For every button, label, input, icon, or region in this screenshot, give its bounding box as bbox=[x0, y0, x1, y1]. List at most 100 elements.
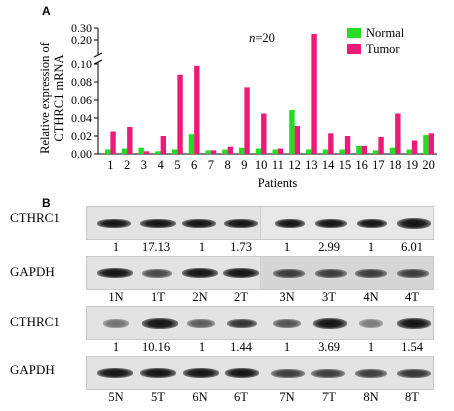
x-tick-label: 19 bbox=[406, 158, 419, 172]
ratio-value: 1.54 bbox=[401, 340, 423, 354]
y-axis-title: Relative expression of bbox=[38, 41, 52, 154]
lane-label: 4N bbox=[363, 290, 379, 304]
bar-tumor bbox=[177, 74, 183, 154]
y-tick-label: 0.30 bbox=[71, 21, 92, 35]
x-tick-label: 11 bbox=[272, 158, 284, 172]
x-tick-label: 5 bbox=[174, 158, 180, 172]
bar-tumor bbox=[143, 151, 150, 154]
lane-label: 8N bbox=[363, 390, 379, 404]
bar-normal bbox=[372, 150, 379, 154]
x-tick-label: 20 bbox=[422, 158, 435, 172]
lane-label: 6T bbox=[234, 390, 248, 404]
bar-normal bbox=[356, 145, 362, 154]
blot2-control-image bbox=[86, 356, 434, 390]
y-tick-label: 0.20 bbox=[71, 33, 92, 47]
bar-normal bbox=[188, 134, 195, 154]
lane-label: 7N bbox=[279, 390, 295, 404]
x-tick-label: 7 bbox=[208, 158, 214, 172]
bar-normal bbox=[222, 149, 228, 154]
y-tick-label: 0.06 bbox=[71, 93, 92, 107]
bar-tumor bbox=[361, 145, 368, 154]
bar-normal bbox=[322, 149, 329, 154]
ratio-value: 1 bbox=[112, 340, 120, 354]
x-tick-label: 4 bbox=[158, 158, 165, 172]
blot1-ratio-row: 1 17.13 1 1.73 1 2.99 1 6.01 bbox=[0, 240, 454, 256]
x-tick-label: 13 bbox=[305, 158, 318, 172]
bar-tumor bbox=[344, 136, 351, 154]
lane-label: 2T bbox=[234, 290, 248, 304]
x-tick-label: 12 bbox=[288, 158, 301, 172]
bar-normal bbox=[255, 148, 262, 154]
ratio-value: 1 bbox=[283, 240, 291, 254]
blot1-lane-row: 1N 1T 2N 2T 3N 3T 4N 4T bbox=[0, 290, 454, 306]
bar-tumor bbox=[378, 136, 384, 154]
x-tick-label: 18 bbox=[389, 158, 402, 172]
panel-a-label: A bbox=[42, 4, 51, 18]
bar-tumor bbox=[328, 133, 334, 154]
lane-label: 3T bbox=[322, 290, 336, 304]
ratio-value: 1 bbox=[198, 240, 206, 254]
x-tick-label: 16 bbox=[355, 158, 368, 172]
lane-label: 1T bbox=[151, 290, 165, 304]
ratio-value: 1 bbox=[367, 240, 375, 254]
blot2-target-image bbox=[86, 306, 434, 340]
lane-label: 3N bbox=[279, 290, 295, 304]
bar-tumor bbox=[428, 133, 435, 154]
ratio-value: 10.16 bbox=[141, 340, 171, 354]
bar-normal bbox=[171, 149, 178, 154]
legend-normal-label: Normal bbox=[366, 26, 405, 40]
y-tick-label: 0.10 bbox=[71, 57, 92, 71]
x-tick-label: 6 bbox=[191, 158, 197, 172]
bar-tumor bbox=[311, 34, 317, 154]
bar-normal bbox=[289, 109, 295, 154]
legend-normal-swatch bbox=[347, 28, 361, 38]
lane-label: 2N bbox=[192, 290, 208, 304]
bar-normal bbox=[121, 148, 128, 154]
axis-break-mark bbox=[93, 52, 103, 58]
y-tick-label: 0.02 bbox=[71, 129, 92, 143]
y-tick-label: 0.00 bbox=[71, 147, 92, 161]
y-tick-label: 0.08 bbox=[71, 75, 92, 89]
bar-tumor bbox=[294, 126, 301, 154]
lane-label: 6N bbox=[192, 390, 208, 404]
y-axis-title: CTHRC1 mRNA bbox=[52, 54, 66, 141]
blot1-control-label: GAPDH bbox=[10, 264, 55, 279]
lane-label: 5T bbox=[151, 390, 165, 404]
axis-break-mark bbox=[93, 59, 103, 65]
y-tick-label: 0.04 bbox=[71, 111, 92, 125]
ratio-value: 1 bbox=[198, 340, 206, 354]
ratio-value: 3.69 bbox=[318, 340, 340, 354]
bar-normal bbox=[339, 149, 345, 154]
blot1-target-image bbox=[86, 206, 434, 240]
panel-b-label: B bbox=[42, 196, 51, 210]
expression-bar-chart: 0.00 0.02 0.04 0.06 0.08 0.10 0.200.30 Relative… bbox=[38, 21, 437, 190]
x-tick-label: 14 bbox=[322, 158, 335, 172]
bar-tumor bbox=[194, 65, 200, 154]
bar-normal bbox=[155, 151, 161, 154]
bar-normal bbox=[104, 149, 111, 154]
x-tick-label: 2 bbox=[124, 158, 130, 172]
bar-tumor bbox=[110, 131, 116, 154]
bar-normal bbox=[138, 147, 144, 154]
lane-label: 7T bbox=[322, 390, 336, 404]
bar-tumor bbox=[244, 87, 250, 154]
blot1-control-image bbox=[86, 256, 434, 290]
bar-tumor bbox=[395, 113, 401, 154]
x-tick-label: 8 bbox=[225, 158, 231, 172]
ratio-value: 1 bbox=[112, 240, 120, 254]
bar-normal bbox=[305, 149, 312, 154]
bar-tumor bbox=[261, 113, 267, 154]
bar-normal bbox=[238, 147, 245, 154]
x-tick-label: 10 bbox=[255, 158, 268, 172]
ratio-value: 1 bbox=[283, 340, 291, 354]
bar-tumor bbox=[411, 140, 418, 154]
ratio-value: 1 bbox=[367, 340, 375, 354]
ratio-value: 2.99 bbox=[318, 240, 340, 254]
bar-tumor bbox=[277, 148, 284, 154]
blot2-ratio-row: 1 10.16 1 1.44 1 3.69 1 1.54 bbox=[0, 340, 454, 356]
bar-tumor bbox=[127, 127, 133, 154]
legend-tumor-label: Tumor bbox=[366, 42, 400, 56]
bar-tumor bbox=[227, 146, 234, 154]
lane-label: 4T bbox=[405, 290, 419, 304]
x-tick-label: 1 bbox=[107, 158, 113, 172]
